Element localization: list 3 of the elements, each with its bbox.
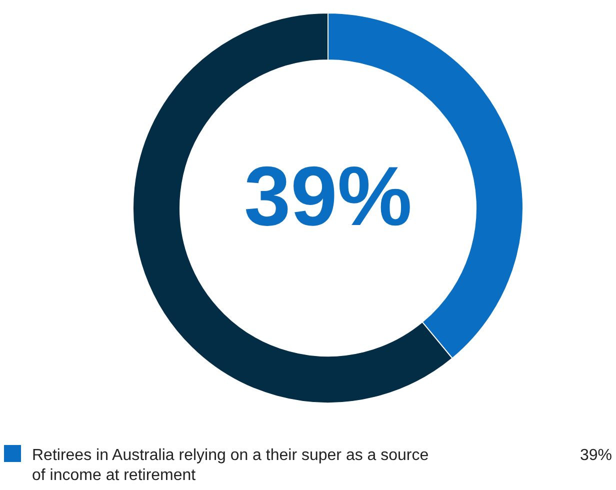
- text: 39%: [244, 149, 412, 243]
- data-label: 39%: [580, 447, 612, 464]
- legend-label: Retirees in Australia relying on a their super as a source of income at retirement: [32, 447, 429, 484]
